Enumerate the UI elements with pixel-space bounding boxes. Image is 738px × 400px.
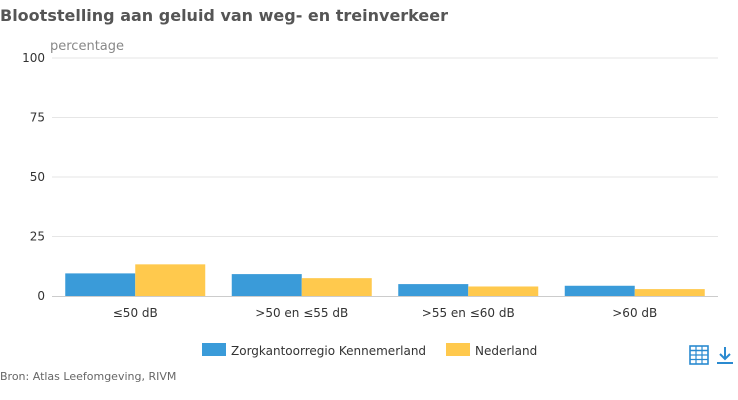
bar[interactable] <box>468 286 539 296</box>
axis-labels: percentage 0 25 50 75 100 ≤50 dB >50 en ≤55 dB >… <box>22 39 657 320</box>
legend-label[interactable]: Nederland <box>475 344 537 358</box>
gridlines <box>52 57 718 297</box>
chart-title: Blootstelling aan geluid van weg- en tre… <box>0 6 448 25</box>
y-tick-label: 100 <box>22 51 45 65</box>
y-tick-label: 50 <box>30 170 45 184</box>
legend-swatch[interactable] <box>446 343 470 356</box>
table-icon[interactable] <box>688 344 710 366</box>
download-icon[interactable] <box>714 344 736 366</box>
bar[interactable] <box>634 289 705 296</box>
legend-swatch[interactable] <box>202 343 226 356</box>
x-tick-label: >55 en ≤60 dB <box>422 306 515 320</box>
x-tick-label: >60 dB <box>612 306 657 320</box>
bar[interactable] <box>398 284 469 296</box>
legend[interactable]: Zorgkantoorregio Kennemerland Nederland <box>202 343 537 358</box>
bar[interactable] <box>564 285 635 296</box>
bar[interactable] <box>135 264 206 296</box>
x-tick-label: ≤50 dB <box>113 306 158 320</box>
y-tick-label: 25 <box>30 230 45 244</box>
legend-label[interactable]: Zorgkantoorregio Kennemerland <box>231 344 426 358</box>
y-axis-label: percentage <box>50 39 124 54</box>
y-tick-label: 0 <box>37 289 45 303</box>
bars <box>65 264 705 296</box>
source-note: Bron: Atlas Leefomgeving, RIVM <box>0 370 177 383</box>
y-tick-label: 75 <box>30 111 45 125</box>
bar[interactable] <box>301 278 372 296</box>
x-tick-label: >50 en ≤55 dB <box>255 306 348 320</box>
bar[interactable] <box>231 274 302 296</box>
bar[interactable] <box>65 273 136 296</box>
